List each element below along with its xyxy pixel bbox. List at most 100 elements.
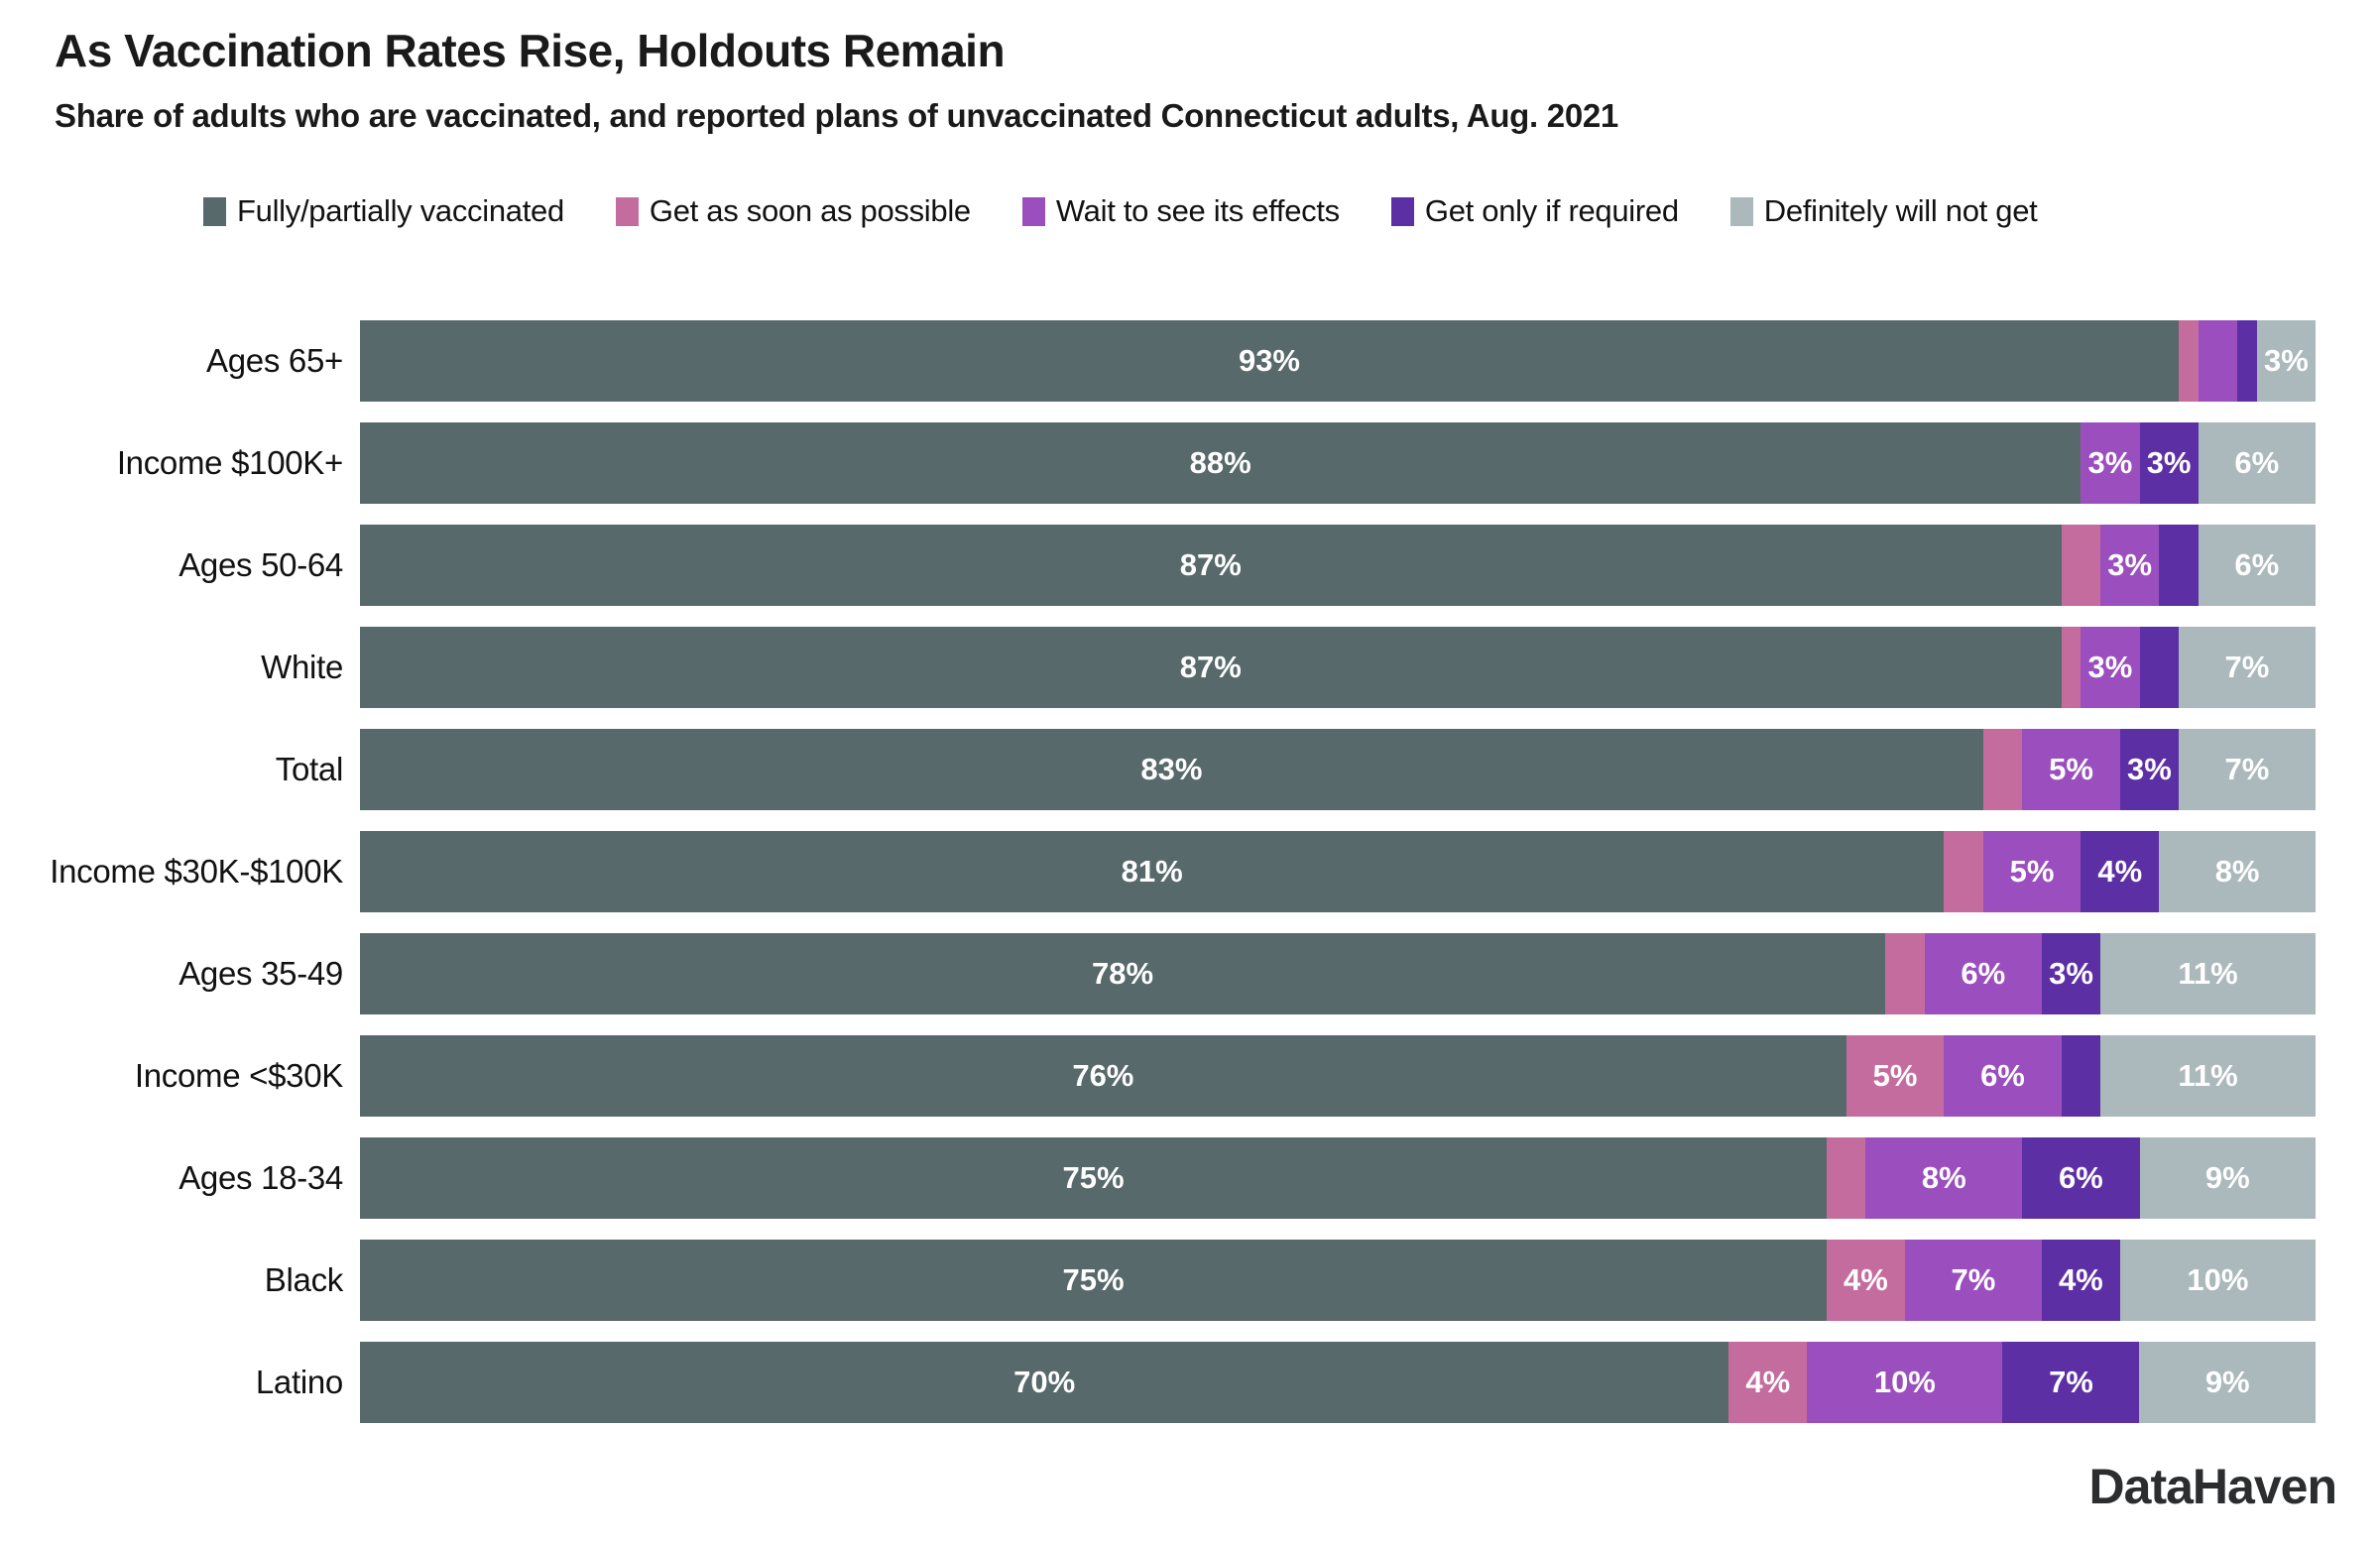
bar-row: Ages 18-34 75% 8% 6% 9% (0, 1137, 2332, 1219)
legend: Fully/partially vaccinated Get as soon as… (203, 190, 2038, 232)
bar-segment: 7% (2178, 627, 2316, 708)
row-label: Income <$30K (134, 1057, 343, 1094)
bar-segment: 3% (2041, 933, 2101, 1014)
bar-segment: 4% (1728, 1342, 1808, 1423)
bar-segment: 4% (2041, 1240, 2120, 1321)
bar-segment: 87% (360, 627, 2062, 708)
bar-segment: 3% (2081, 422, 2140, 504)
bar-segment: 11% (2100, 1035, 2316, 1117)
bar-segment: 6% (1944, 1035, 2062, 1117)
bar-stack: 87% 3% 7% (360, 627, 2316, 708)
bar-row: Ages 65+ 93% 3% (0, 320, 2332, 402)
bar-segment (2139, 627, 2179, 708)
chart-subtitle: Share of adults who are vaccinated, and … (55, 97, 1618, 134)
bar-stack: 88% 3% 3% 6% (360, 422, 2316, 504)
bar-segment: 5% (1845, 1035, 1945, 1117)
bar-segment (1885, 933, 1925, 1014)
bar-segment (2237, 320, 2257, 402)
row-label: Ages 65+ (206, 342, 343, 379)
bar-row: Income $100K+ 88% 3% 3% 6% (0, 422, 2332, 504)
legend-swatch-icon (1729, 196, 1753, 226)
bar-segment: 3% (2100, 525, 2160, 606)
bar-segment: 10% (1807, 1342, 2003, 1423)
bar-segment: 3% (2081, 627, 2140, 708)
bar-segment: 6% (1924, 933, 2042, 1014)
bar-stack: 70% 4% 10% 7% 9% (360, 1342, 2316, 1423)
legend-item: Fully/partially vaccinated (203, 193, 564, 229)
row-label: Income $100K+ (116, 444, 343, 481)
bar-segment: 3% (2139, 422, 2199, 504)
bar-segment: 83% (360, 729, 1983, 810)
stacked-bar-chart: Ages 65+ 93% 3% Income $100K+ 88% 3% 3% 6% Ages … (0, 320, 2332, 1444)
bar-segment (1982, 729, 2023, 810)
legend-label: Wait to see its effects (1055, 193, 1340, 228)
bar-segment: 6% (2022, 1137, 2140, 1219)
row-label: Ages 50-64 (178, 546, 343, 583)
bar-segment (1944, 831, 1983, 912)
legend-swatch-icon (615, 196, 639, 226)
bar-segment: 5% (1982, 831, 2082, 912)
bar-segment: 78% (360, 933, 1886, 1014)
row-label: Income $30K-$100K (50, 853, 343, 890)
bar-segment (2061, 627, 2082, 708)
legend-swatch-icon (1390, 196, 1414, 226)
bar-segment (2159, 525, 2199, 606)
bar-segment: 10% (2119, 1240, 2316, 1321)
bar-segment: 9% (2139, 1137, 2316, 1219)
legend-item: Get only if required (1390, 193, 1679, 229)
bar-segment: 9% (2139, 1342, 2316, 1423)
bar-segment: 75% (360, 1137, 1827, 1219)
bar-segment: 3% (2256, 320, 2316, 402)
row-label: White (261, 649, 343, 685)
bar-segment: 81% (360, 831, 1945, 912)
bar-segment: 7% (2002, 1342, 2140, 1423)
bar-segment (2178, 320, 2199, 402)
bar-segment: 76% (360, 1035, 1846, 1117)
bar-row: Income $30K-$100K 81% 5% 4% 8% (0, 831, 2332, 912)
bar-segment: 5% (2022, 729, 2120, 810)
row-label: Latino (255, 1364, 343, 1400)
bar-stack: 75% 8% 6% 9% (360, 1137, 2316, 1219)
chart-title: As Vaccination Rates Rise, Holdouts Rema… (55, 25, 1006, 76)
bar-stack: 76% 5% 6% 11% (360, 1035, 2316, 1117)
bar-row: Black 75% 4% 7% 4% 10% (0, 1240, 2332, 1321)
bar-segment: 3% (2119, 729, 2179, 810)
bar-segment (1827, 1137, 1866, 1219)
bar-segment: 87% (360, 525, 2062, 606)
row-label: Black (264, 1261, 344, 1298)
datahaven-logo: DataHaven (2088, 1459, 2337, 1514)
bar-stack: 87% 3% 6% (360, 525, 2316, 606)
bar-segment: 6% (2198, 422, 2316, 504)
legend-swatch-icon (203, 196, 226, 226)
bar-stack: 81% 5% 4% 8% (360, 831, 2316, 912)
bar-segment: 4% (2081, 831, 2160, 912)
bar-segment: 8% (2159, 831, 2316, 912)
bar-segment (2061, 525, 2101, 606)
bar-segment: 88% (360, 422, 2082, 504)
row-label: Total (275, 751, 344, 787)
legend-item: Definitely will not get (1729, 193, 2038, 229)
bar-stack: 83% 5% 3% 7% (360, 729, 2316, 810)
bar-row: White 87% 3% 7% (0, 627, 2332, 708)
bar-stack: 93% 3% (360, 320, 2316, 402)
legend-label: Fully/partially vaccinated (237, 193, 564, 228)
bar-row: Income <$30K 76% 5% 6% 11% (0, 1035, 2332, 1117)
bar-segment: 4% (1827, 1240, 1905, 1321)
row-label: Ages 35-49 (178, 955, 343, 992)
bar-segment: 93% (360, 320, 2179, 402)
bar-row: Latino 70% 4% 10% 7% 9% (0, 1342, 2332, 1423)
bar-segment: 8% (1865, 1137, 2023, 1219)
legend-item: Get as soon as possible (615, 193, 971, 229)
bar-row: Ages 50-64 87% 3% 6% (0, 525, 2332, 606)
bar-row: Ages 35-49 78% 6% 3% 11% (0, 933, 2332, 1014)
bar-row: Total 83% 5% 3% 7% (0, 729, 2332, 810)
legend-label: Get only if required (1424, 193, 1679, 228)
legend-swatch-icon (1021, 196, 1045, 226)
bar-segment: 6% (2198, 525, 2316, 606)
bar-segment (2061, 1035, 2101, 1117)
bar-stack: 78% 6% 3% 11% (360, 933, 2316, 1014)
bar-segment: 7% (1904, 1240, 2042, 1321)
legend-label: Definitely will not get (1763, 193, 2038, 228)
bar-stack: 75% 4% 7% 4% 10% (360, 1240, 2316, 1321)
bar-segment: 11% (2100, 933, 2316, 1014)
